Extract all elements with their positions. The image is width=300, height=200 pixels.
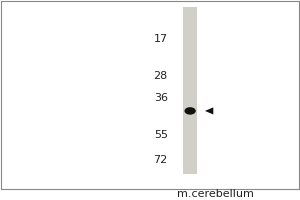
Text: 72: 72 xyxy=(154,155,168,165)
Text: m.cerebellum: m.cerebellum xyxy=(177,189,254,199)
Polygon shape xyxy=(205,107,213,114)
Text: 17: 17 xyxy=(154,34,168,44)
Text: 55: 55 xyxy=(154,130,168,140)
Text: 28: 28 xyxy=(154,71,168,81)
Text: 36: 36 xyxy=(154,93,168,103)
Bar xyxy=(183,7,197,174)
Ellipse shape xyxy=(184,107,196,115)
